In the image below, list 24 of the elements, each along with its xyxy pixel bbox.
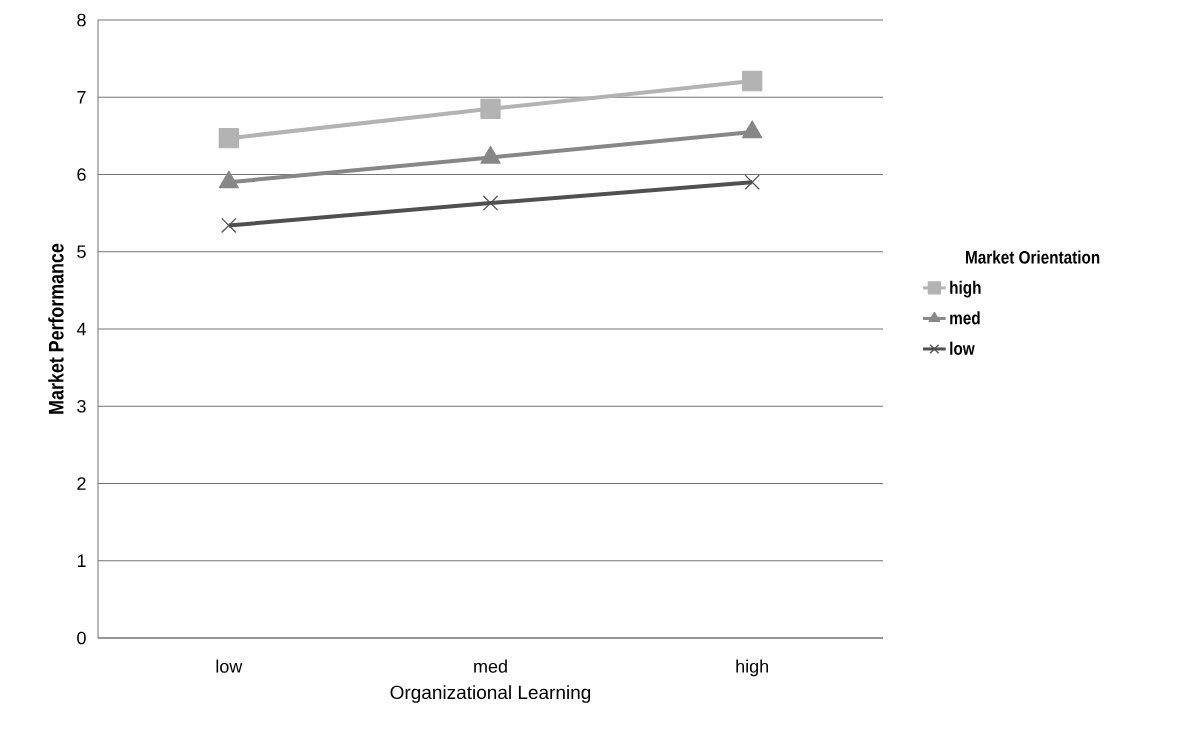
y-tick-label: 3 bbox=[77, 399, 86, 413]
legend-title: Market Orientation bbox=[966, 250, 1100, 264]
legend-label: high bbox=[950, 280, 981, 298]
x-tick-label: high bbox=[736, 659, 769, 677]
legend-label: low bbox=[950, 341, 975, 355]
point bbox=[218, 128, 239, 149]
point bbox=[221, 217, 237, 234]
point bbox=[482, 195, 499, 211]
point bbox=[480, 98, 501, 119]
point bbox=[742, 70, 763, 92]
y-tick-label: 6 bbox=[77, 168, 86, 181]
y-tick-label: 7 bbox=[77, 91, 86, 104]
y-tick-label: 4 bbox=[76, 322, 86, 336]
legend-label: med bbox=[950, 311, 980, 325]
y-tick-label: 0 bbox=[77, 631, 86, 645]
x-axis-title: Organizational Learning bbox=[390, 685, 591, 703]
y-axis-title: Market Performance bbox=[48, 243, 64, 414]
x-tick-label: med bbox=[474, 659, 507, 673]
x-tick-label: low bbox=[216, 659, 243, 673]
y-tick-label: 2 bbox=[77, 477, 86, 490]
y-tick-label: 8 bbox=[77, 13, 86, 27]
y-tick-label: 1 bbox=[77, 554, 86, 567]
y-tick-label: 5 bbox=[77, 245, 86, 259]
point bbox=[744, 174, 760, 190]
